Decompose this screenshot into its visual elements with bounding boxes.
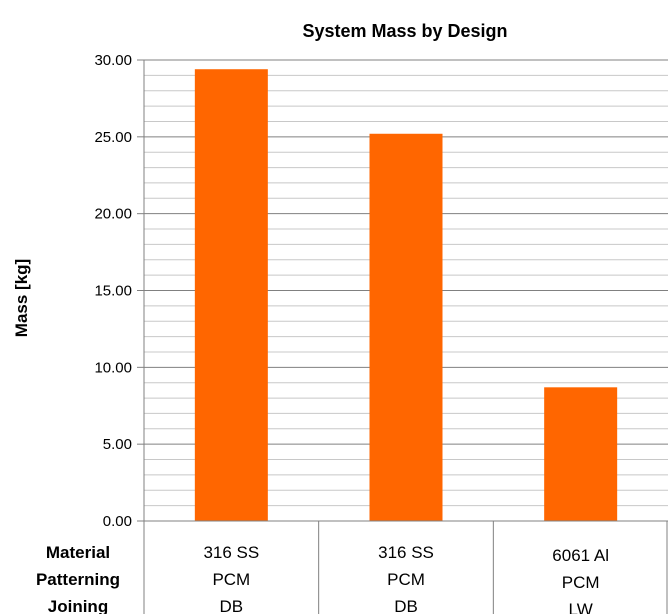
bars <box>194 69 618 521</box>
y-tick-label: 30.00 <box>94 52 132 69</box>
row-header: Patterning <box>36 570 120 589</box>
y-axis-label: Mass [kg] <box>12 259 31 337</box>
y-tick-label: 15.00 <box>94 283 132 300</box>
y-tick-label: 20.00 <box>94 206 132 223</box>
category-label: PCM <box>212 570 250 589</box>
category-label: 316 SS <box>203 543 259 562</box>
category-label: 6061 Al <box>552 546 609 565</box>
category-label: DB <box>394 597 418 614</box>
category-label: DB <box>220 597 244 614</box>
bar <box>194 69 268 521</box>
chart-title: System Mass by Design <box>302 21 507 41</box>
category-label: LW <box>569 600 593 614</box>
bar <box>369 133 443 521</box>
category-table: Material Patterning Joining 316 SS PCM DB 316 … <box>36 543 609 614</box>
axes <box>137 59 668 614</box>
y-tick-label: 5.00 <box>103 436 132 453</box>
y-tick-label: 25.00 <box>94 129 132 146</box>
category-label: PCM <box>562 573 600 592</box>
category-label: 316 SS <box>378 543 434 562</box>
row-header: Material <box>46 543 110 562</box>
y-tick-label: 10.00 <box>94 359 132 376</box>
y-tick-labels: 0.00 5.00 10.00 15.00 20.00 25.00 30.00 <box>94 52 132 530</box>
bar <box>544 387 618 521</box>
category-label: PCM <box>387 570 425 589</box>
row-header: Joining <box>48 597 108 614</box>
y-tick-label: 0.00 <box>103 513 132 530</box>
